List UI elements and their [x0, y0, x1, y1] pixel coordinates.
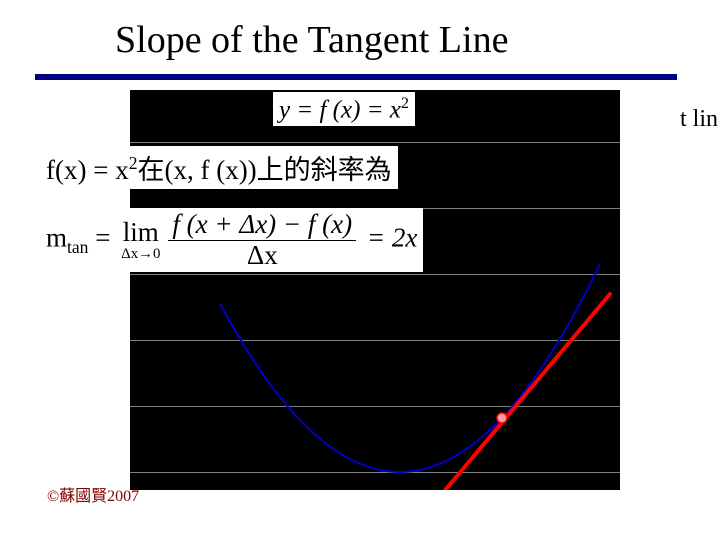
limit-block: lim Δx→0: [121, 218, 160, 262]
frac-den: Δx: [168, 241, 356, 271]
lim-text: lim: [121, 218, 160, 248]
fraction: f (x + Δx) − f (x) Δx: [168, 210, 356, 270]
eq3-rhs: = 2x: [360, 222, 417, 252]
eq3-eq: =: [88, 222, 117, 252]
frac-num: f (x + Δx) − f (x): [168, 210, 356, 241]
eq1-lhs: y = f (x) = x: [279, 96, 401, 123]
copyright-text: ©蘇國賢2007: [47, 482, 139, 506]
eq3-sub: tan: [67, 237, 88, 257]
eq2-a: f(x) = x: [46, 155, 129, 185]
page-title: Slope of the Tangent Line: [115, 18, 508, 62]
eq1-sup: 2: [401, 94, 409, 112]
lim-under: Δx→0: [121, 246, 160, 262]
equation-mtan: mtan = lim Δx→0 f (x + Δx) − f (x) Δx = …: [40, 208, 423, 272]
equation-fx-slope: f(x) = x2在(x, f (x))上的斜率為: [40, 146, 398, 189]
eq3-m: m: [46, 222, 67, 252]
title-underline: [35, 74, 677, 80]
clipped-right-label: t lin: [680, 106, 718, 133]
parabola-curve: [220, 264, 600, 472]
equation-y-fx: y = f (x) = x2: [273, 92, 415, 126]
eq2-b: 在(x, f (x))上的斜率為: [137, 155, 391, 185]
slide: Slope of the Tangent Line t lin y = f (x…: [0, 0, 720, 540]
tangent-point: [497, 413, 507, 423]
